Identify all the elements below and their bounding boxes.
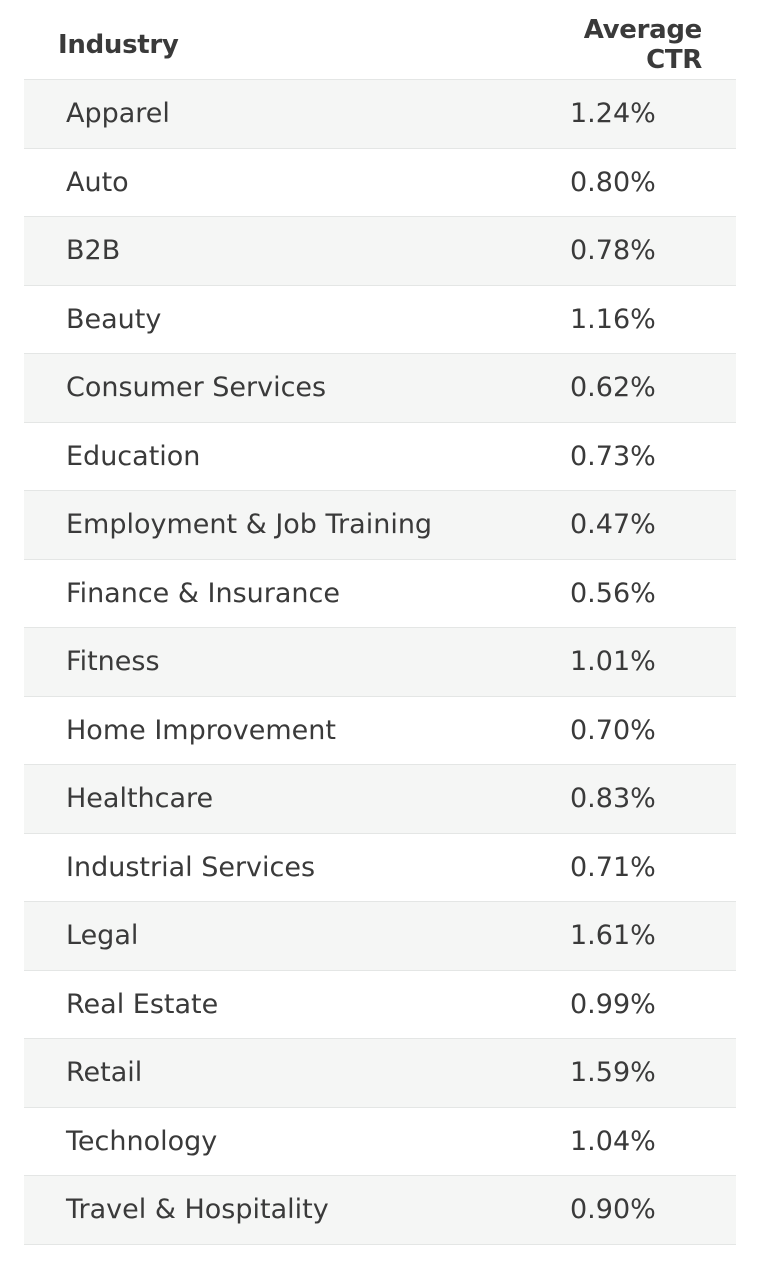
industry-cell: Technology	[66, 1125, 218, 1157]
industry-cell: Home Improvement	[66, 714, 336, 746]
ctr-cell: 0.56%	[570, 577, 656, 609]
ctr-cell: 0.71%	[570, 851, 656, 883]
table-row: Employment & Job Training 0.47%	[24, 491, 736, 560]
table-row: Apparel 1.24%	[24, 80, 736, 149]
ctr-cell: 0.83%	[570, 783, 656, 815]
table-row: B2B 0.78%	[24, 217, 736, 286]
ctr-cell: 0.80%	[570, 166, 656, 198]
ctr-cell: 1.01%	[570, 646, 656, 678]
table-row: Real Estate 0.99%	[24, 970, 736, 1039]
ctr-table: Industry Average CTR Apparel 1.24% Auto …	[24, 10, 736, 1245]
table-row: Home Improvement 0.70%	[24, 696, 736, 765]
industry-cell: Employment & Job Training	[66, 509, 433, 541]
table-body: Apparel 1.24% Auto 0.80% B2B 0.78% Beaut…	[24, 80, 736, 1245]
industry-cell: Retail	[66, 1057, 143, 1089]
table-row: Industrial Services 0.71%	[24, 833, 736, 902]
ctr-cell: 1.04%	[570, 1125, 656, 1157]
table-row: Retail 1.59%	[24, 1039, 736, 1108]
industry-cell: Auto	[66, 166, 129, 198]
table-row: Travel & Hospitality 0.90%	[24, 1176, 736, 1245]
ctr-cell: 0.47%	[570, 509, 656, 541]
ctr-cell: 0.73%	[570, 440, 656, 472]
ctr-cell: 0.62%	[570, 372, 656, 404]
table-row: Fitness 1.01%	[24, 628, 736, 697]
ctr-cell: 1.16%	[570, 303, 656, 335]
table-row: Healthcare 0.83%	[24, 765, 736, 834]
table-row: Consumer Services 0.62%	[24, 354, 736, 423]
table-row: Education 0.73%	[24, 422, 736, 491]
table-row: Beauty 1.16%	[24, 285, 736, 354]
ctr-cell: 0.70%	[570, 714, 656, 746]
industry-cell: Real Estate	[66, 988, 219, 1020]
industry-cell: Finance & Insurance	[66, 577, 340, 609]
industry-cell: Beauty	[66, 303, 162, 335]
table-header: Industry Average CTR	[24, 10, 736, 80]
table-row: Technology 1.04%	[24, 1107, 736, 1176]
industry-cell: Apparel	[66, 98, 170, 130]
table-row: Finance & Insurance 0.56%	[24, 559, 736, 628]
ctr-cell: 0.90%	[570, 1194, 656, 1226]
ctr-cell: 1.61%	[570, 920, 656, 952]
ctr-cell: 1.59%	[570, 1057, 656, 1089]
table-row: Auto 0.80%	[24, 148, 736, 217]
industry-cell: Education	[66, 440, 201, 472]
industry-cell: Legal	[66, 920, 139, 952]
average-ctr-column-header: Average CTR	[583, 14, 703, 75]
industry-cell: B2B	[66, 235, 121, 267]
ctr-cell: 0.99%	[570, 988, 656, 1020]
ctr-cell: 1.24%	[570, 98, 656, 130]
industry-column-header: Industry	[58, 29, 179, 60]
industry-cell: Travel & Hospitality	[66, 1194, 329, 1226]
industry-cell: Industrial Services	[66, 851, 316, 883]
industry-cell: Fitness	[66, 646, 160, 678]
industry-cell: Consumer Services	[66, 372, 327, 404]
table-row: Legal 1.61%	[24, 902, 736, 971]
industry-cell: Healthcare	[66, 783, 214, 815]
ctr-cell: 0.78%	[570, 235, 656, 267]
